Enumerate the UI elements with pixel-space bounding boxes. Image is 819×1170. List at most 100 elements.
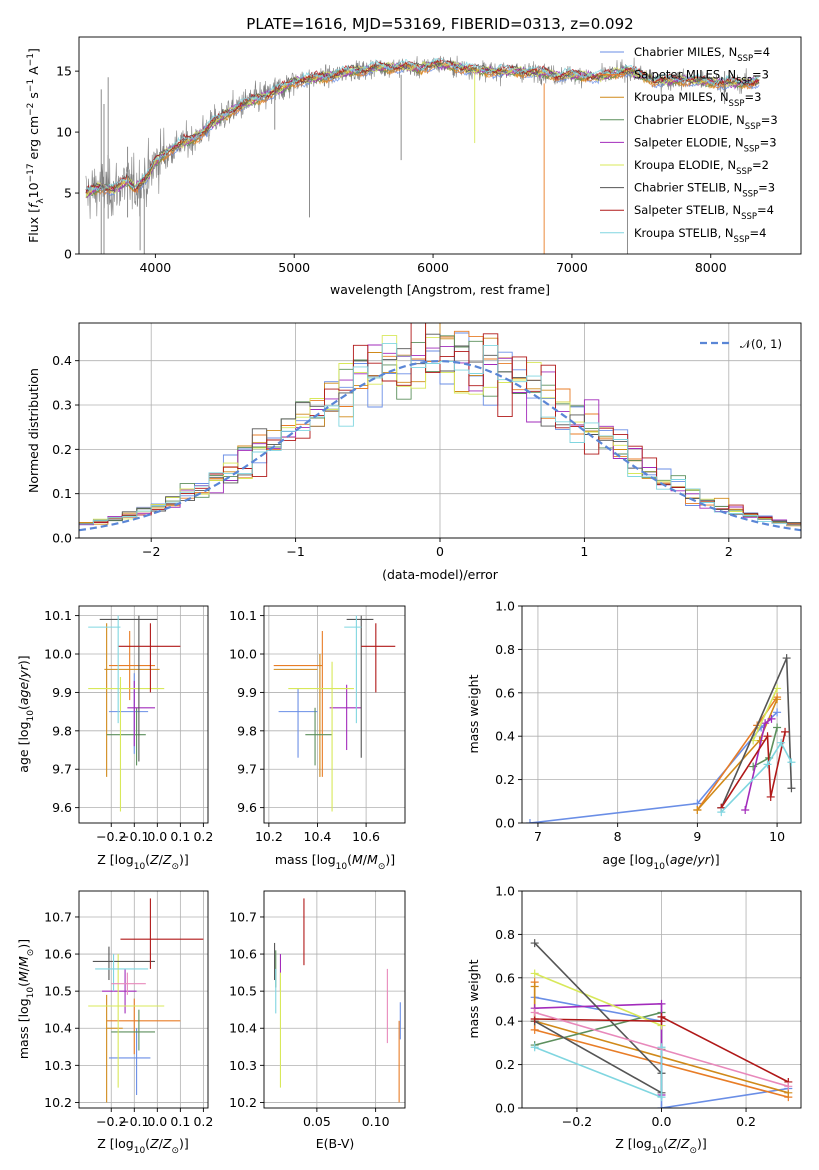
z-mass-plot bbox=[88, 898, 204, 1103]
label-part: ] bbox=[26, 48, 41, 53]
y-tick-label: 9.6 bbox=[52, 800, 72, 815]
x-tick-label: 2 bbox=[725, 544, 733, 559]
weight-line bbox=[534, 1011, 789, 1088]
weight-marker bbox=[773, 708, 782, 717]
weight-marker bbox=[530, 1008, 539, 1017]
x-tick-label: −2 bbox=[142, 544, 160, 559]
y-tick-label: 0 bbox=[64, 247, 72, 262]
x-tick-label: 5000 bbox=[278, 260, 310, 275]
x-tick-label: −0.2 bbox=[562, 1114, 592, 1129]
legend-sub: SSP bbox=[745, 122, 761, 132]
label-part: ( bbox=[347, 852, 352, 867]
legend-tail: =2 bbox=[752, 158, 769, 172]
z-weight-frame bbox=[521, 890, 802, 1109]
y-tick-label: 10.1 bbox=[44, 608, 72, 623]
y-tick-label: 0.2 bbox=[495, 1057, 515, 1072]
errorbar-point bbox=[305, 707, 333, 766]
model-spectrum bbox=[85, 57, 760, 192]
label-part: Z bbox=[162, 852, 172, 867]
label-part: 10 bbox=[134, 862, 146, 872]
x-axis-label: E(B-V) bbox=[316, 1136, 355, 1151]
weight-marker bbox=[717, 808, 726, 817]
label-part: −2 bbox=[26, 103, 36, 116]
spectrum-plot bbox=[85, 55, 760, 254]
y-tick-label: 10.2 bbox=[229, 1095, 257, 1110]
y-tick-label: 1.0 bbox=[495, 884, 515, 899]
y-tick-label: 9.6 bbox=[237, 800, 257, 815]
weight-marker bbox=[530, 1043, 539, 1052]
errorbar-point bbox=[120, 898, 204, 969]
x-tick-label: 0.0 bbox=[147, 1114, 167, 1129]
label-part: −17 bbox=[26, 163, 36, 182]
model-spectrum bbox=[85, 60, 760, 199]
x-tick-label: 8000 bbox=[695, 260, 727, 275]
y-tick-label: 10.6 bbox=[44, 947, 72, 962]
y-tick-label: 1.0 bbox=[495, 599, 515, 614]
age-weight-frame bbox=[521, 605, 802, 824]
label-part: / bbox=[159, 852, 164, 867]
label-part: Z bbox=[149, 852, 159, 867]
label-part: f bbox=[26, 202, 41, 208]
y-tick-label: 0.4 bbox=[495, 729, 515, 744]
y-tick-label: 0.0 bbox=[495, 1101, 515, 1116]
legend-text: Chabrier MILES, N bbox=[634, 45, 737, 59]
y-tick-label: 0.8 bbox=[495, 642, 515, 657]
y-tick-label: 10.2 bbox=[44, 1095, 72, 1110]
ebv-mass-axes: 0.05 0.10 10.2 10.3 10.4 10.5 10.6 10.7 bbox=[229, 891, 405, 1129]
x-tick-label: 7000 bbox=[556, 260, 588, 275]
spectrum-axes: 4000 5000 6000 7000 8000 0 5 10 15 bbox=[56, 64, 727, 275]
x-tick-label: −0.2 bbox=[96, 829, 126, 844]
legend-entry: Kroupa STELIB, NSSP=4 bbox=[634, 226, 766, 245]
legend-sub: SSP bbox=[742, 190, 758, 200]
label-part: ( bbox=[665, 852, 670, 867]
weight-marker bbox=[787, 758, 796, 767]
residual-frame bbox=[78, 322, 802, 539]
y-tick-label: 0.6 bbox=[495, 685, 515, 700]
y-tick-label: 0.0 bbox=[52, 531, 72, 546]
x-tick-label: 0.2 bbox=[193, 829, 213, 844]
x-tick-label: 0.05 bbox=[303, 1114, 331, 1129]
errorbar-point bbox=[106, 998, 181, 1055]
label-part: 10 bbox=[26, 182, 41, 198]
y-tick-label: 5 bbox=[64, 186, 72, 201]
y-tick-label: 0.3 bbox=[52, 398, 72, 413]
weight-marker bbox=[761, 719, 770, 728]
legend-entry: Chabrier ELODIE, NSSP=3 bbox=[634, 113, 778, 132]
errorbar-point bbox=[108, 1028, 151, 1096]
label-part: )] bbox=[710, 852, 720, 867]
label-part: Z bbox=[667, 1136, 677, 1151]
label-part: )] bbox=[697, 1136, 707, 1151]
x-axis-label: Z [log10(Z/Z⊙)] bbox=[615, 1136, 707, 1156]
y-tick-label: 0.8 bbox=[495, 927, 515, 942]
label-part: ( bbox=[145, 852, 150, 867]
label-part: λ bbox=[36, 198, 46, 204]
x-tick-label: 1 bbox=[580, 544, 588, 559]
ebv-mass-plot bbox=[274, 898, 401, 1103]
x-tick-label: 8 bbox=[614, 829, 622, 844]
label-part: Z bbox=[162, 1136, 172, 1151]
label-part: / bbox=[16, 966, 31, 971]
x-tick-label: −0.2 bbox=[96, 1114, 126, 1129]
label-part: 10 bbox=[134, 1146, 146, 1156]
gaussian-curve bbox=[79, 359, 801, 532]
legend-text: Chabrier ELODIE, N bbox=[634, 113, 745, 127]
label-part: 10 bbox=[26, 987, 36, 999]
errorbar-point bbox=[346, 615, 374, 758]
errorbar-point bbox=[118, 623, 181, 693]
label-part: yr bbox=[696, 852, 710, 867]
legend-text: Salpeter STELIB, N bbox=[634, 203, 741, 217]
y-tick-label: 0.2 bbox=[52, 442, 72, 457]
y-tick-label: 9.7 bbox=[237, 762, 257, 777]
x-axis-label: Z [log10(Z/Z⊙)] bbox=[97, 852, 189, 872]
label-part: )] bbox=[179, 1136, 189, 1151]
spectrum-frame bbox=[78, 36, 802, 255]
weight-marker bbox=[657, 1012, 666, 1021]
legend-sub: SSP bbox=[736, 77, 752, 87]
label-part: ⊙ bbox=[689, 1146, 697, 1156]
legend-tail: =4 bbox=[753, 45, 770, 59]
mass-age-plot bbox=[273, 615, 396, 812]
label-part: age bbox=[670, 852, 694, 867]
z-mass-axes: −0.2−0.10.0 0.1 0.2 10.2 10.3 10.4 10.5 10.6 10.… bbox=[44, 891, 213, 1129]
label-part: Z bbox=[680, 1136, 690, 1151]
x-axis-label: wavelength [Angstrom, rest frame] bbox=[330, 282, 550, 297]
